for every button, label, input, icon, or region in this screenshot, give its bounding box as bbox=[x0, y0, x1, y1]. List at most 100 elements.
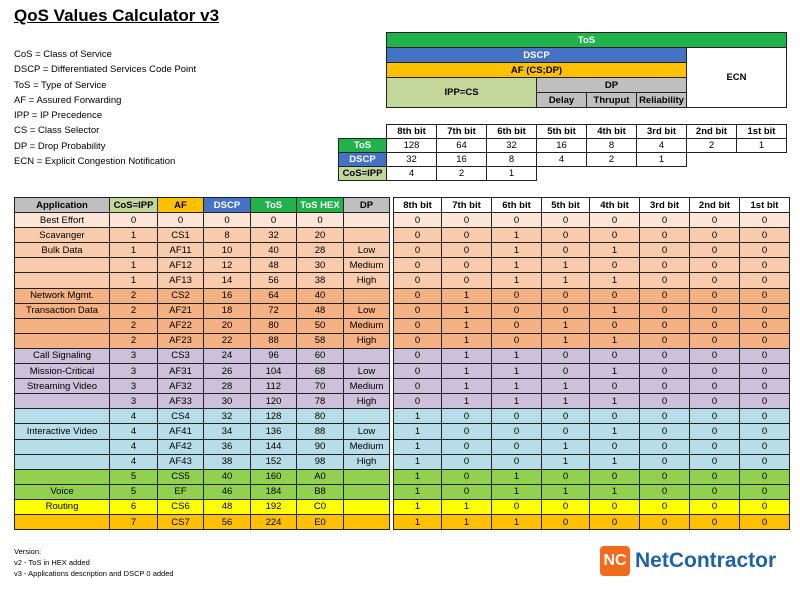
bit-header: 5th bit bbox=[536, 124, 587, 139]
legend-line: ECN = Explicit Congestion Notification bbox=[14, 156, 176, 168]
dscp-weight-row: DSCP 32 16 8 4 2 1 bbox=[338, 152, 787, 167]
value-cell: 0 bbox=[739, 393, 790, 410]
value-cell: AF23 bbox=[157, 332, 204, 349]
value-cell: 0 bbox=[441, 438, 492, 455]
value-cell: 72 bbox=[250, 302, 297, 319]
value-cell: 0 bbox=[689, 408, 740, 425]
value-cell: 184 bbox=[250, 483, 297, 500]
value-cell: 0 bbox=[441, 483, 492, 500]
value-cell: 1 bbox=[491, 257, 542, 274]
value-cell: 0 bbox=[689, 393, 740, 410]
value-cell: 1 bbox=[541, 332, 590, 349]
definitions-legend: CoS = Class of Service DSCP = Differenti… bbox=[14, 47, 196, 169]
value-cell: AF11 bbox=[157, 242, 204, 259]
tos-weight: 2 bbox=[686, 138, 737, 153]
value-cell: 1 bbox=[589, 423, 640, 440]
value-cell: 1 bbox=[393, 453, 442, 470]
value-cell: 1 bbox=[491, 483, 542, 500]
value-cell: 0 bbox=[689, 302, 740, 319]
value-cell: 2 bbox=[109, 317, 158, 334]
value-cell: 0 bbox=[491, 408, 542, 425]
value-cell: 0 bbox=[393, 317, 442, 334]
value-cell: 90 bbox=[296, 438, 344, 455]
value-cell: 1 bbox=[589, 363, 640, 380]
legend-line: DP = Drop Probability bbox=[14, 140, 106, 152]
application-cell bbox=[14, 272, 110, 289]
logo-wordmark: NetContractor bbox=[635, 549, 777, 572]
table-row: 4 AF43 38 152 98 High 1 0 0 1 1 0 0 0 bbox=[14, 453, 790, 470]
value-cell: 0 bbox=[203, 212, 251, 229]
value-cell: 40 bbox=[250, 242, 297, 259]
value-cell: 0 bbox=[491, 302, 542, 319]
value-cell: 0 bbox=[109, 212, 158, 229]
table-row: 1 AF13 14 56 38 High 0 0 1 1 1 0 0 0 bbox=[14, 272, 790, 289]
value-cell: 0 bbox=[739, 272, 790, 289]
value-cell: 0 bbox=[639, 317, 690, 334]
value-cell bbox=[343, 347, 390, 365]
table-row: 2 AF22 20 80 50 Medium 0 1 0 1 0 0 0 0 bbox=[14, 317, 790, 334]
value-cell: 1 bbox=[441, 317, 492, 334]
value-cell: 0 bbox=[491, 287, 542, 304]
value-cell: 12 bbox=[203, 257, 251, 274]
application-cell: Streaming Video bbox=[14, 378, 110, 395]
value-cell: 0 bbox=[541, 347, 590, 365]
application-cell bbox=[14, 408, 110, 425]
dscp-band: DSCP bbox=[386, 47, 687, 63]
value-cell: 0 bbox=[739, 347, 790, 365]
value-cell: 2 bbox=[109, 332, 158, 349]
value-cell: 0 bbox=[393, 242, 442, 259]
value-cell: High bbox=[343, 272, 390, 289]
value-cell: 7 bbox=[109, 513, 158, 531]
value-cell: Medium bbox=[343, 317, 390, 334]
value-cell: 0 bbox=[739, 423, 790, 440]
version-heading: Version: bbox=[14, 547, 42, 556]
application-cell: Voice bbox=[14, 483, 110, 500]
value-cell: 0 bbox=[689, 332, 740, 349]
value-cell: 40 bbox=[296, 287, 344, 304]
value-cell: 0 bbox=[491, 423, 542, 440]
value-cell: AF13 bbox=[157, 272, 204, 289]
application-cell: Bulk Data bbox=[14, 242, 110, 259]
value-cell: 1 bbox=[491, 393, 542, 410]
value-cell: 26 bbox=[203, 363, 251, 380]
value-cell: 8 bbox=[203, 227, 251, 244]
value-cell: 0 bbox=[296, 212, 344, 229]
value-cell: 0 bbox=[739, 438, 790, 455]
value-cell: CS1 bbox=[157, 227, 204, 244]
value-cell: 0 bbox=[639, 453, 690, 470]
value-cell: 1 bbox=[541, 453, 590, 470]
bit-header: 3rd bit bbox=[636, 124, 687, 139]
value-cell: 0 bbox=[393, 393, 442, 410]
value-cell: 0 bbox=[541, 468, 590, 485]
value-cell: 0 bbox=[689, 483, 740, 500]
column-header: 5th bit bbox=[541, 196, 590, 214]
value-cell: 56 bbox=[203, 513, 251, 531]
value-cell: 1 bbox=[491, 378, 542, 395]
value-cell: Low bbox=[343, 363, 390, 380]
value-cell: 0 bbox=[589, 408, 640, 425]
value-cell: E0 bbox=[296, 513, 344, 531]
value-cell: 0 bbox=[739, 453, 790, 470]
table-row: Routing 6 CS6 48 192 C0 1 1 0 0 0 0 0 0 bbox=[14, 498, 790, 515]
value-cell: 60 bbox=[296, 347, 344, 365]
value-cell: 0 bbox=[689, 287, 740, 304]
value-cell: 48 bbox=[296, 302, 344, 319]
value-cell: 0 bbox=[541, 498, 590, 515]
table-row: Network Mgmt. 2 CS2 16 64 40 0 1 0 0 0 0 0 0 bbox=[14, 287, 790, 304]
dp-band: DP bbox=[536, 77, 687, 93]
bit-header-row: 8th bit 7th bit 6th bit 5th bit 4th bit … bbox=[338, 124, 787, 139]
application-cell: Network Mgmt. bbox=[14, 287, 110, 304]
value-cell: 0 bbox=[739, 212, 790, 229]
table-row: 2 AF23 22 88 58 High 0 1 0 1 1 0 0 0 bbox=[14, 332, 790, 349]
value-cell: 1 bbox=[491, 242, 542, 259]
value-cell: 0 bbox=[639, 212, 690, 229]
value-cell: 34 bbox=[203, 423, 251, 440]
cos-weight: 2 bbox=[436, 166, 487, 181]
tos-row-label: ToS bbox=[338, 138, 387, 153]
table-row: Call Signaling 3 CS3 24 96 60 0 1 1 0 0 0 0 0 bbox=[14, 347, 790, 365]
version-line: v2 - ToS in HEX added bbox=[14, 558, 90, 567]
value-cell: 0 bbox=[157, 212, 204, 229]
value-cell bbox=[343, 227, 390, 244]
value-cell: A0 bbox=[296, 468, 344, 485]
legend-line: IPP = IP Precedence bbox=[14, 110, 103, 122]
